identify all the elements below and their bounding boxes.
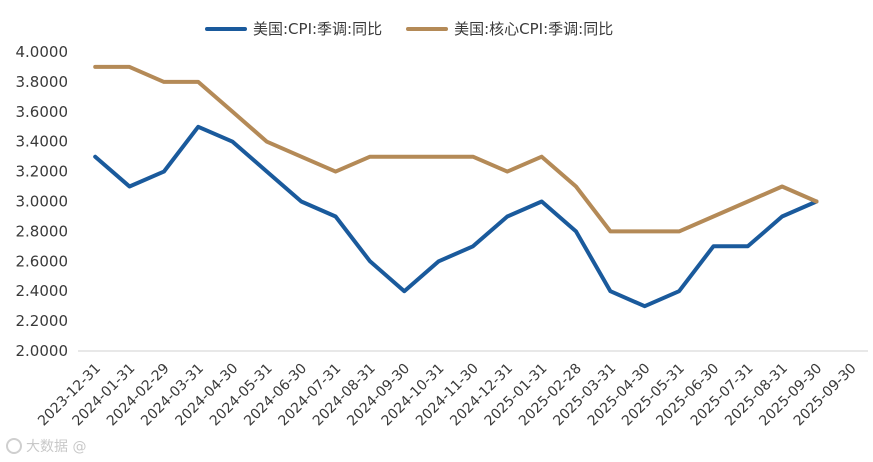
y-tick-label: 3.4000 xyxy=(16,133,69,151)
series-line-cpi xyxy=(93,124,819,309)
y-tick-label: 2.4000 xyxy=(16,282,69,300)
legend-item-cpi: 美国:CPI:季调:同比 xyxy=(205,18,382,39)
y-tick-label: 3.6000 xyxy=(16,103,69,121)
legend-swatch-core-cpi xyxy=(406,26,449,31)
legend: 美国:CPI:季调:同比 美国:核心CPI:季调:同比 xyxy=(205,18,613,39)
legend-label-cpi: 美国:CPI:季调:同比 xyxy=(253,20,383,38)
watermark: 大数据 @ xyxy=(6,436,86,456)
watermark-text: 大数据 @ xyxy=(26,439,87,455)
y-tick-label: 3.0000 xyxy=(16,193,69,211)
y-tick-label: 2.6000 xyxy=(16,252,69,270)
y-tick-label: 3.2000 xyxy=(16,163,69,181)
legend-label-core-cpi: 美国:核心CPI:季调:同比 xyxy=(454,20,614,38)
y-tick-label: 2.8000 xyxy=(16,222,69,240)
watermark-icon xyxy=(6,438,22,454)
legend-item-core-cpi: 美国:核心CPI:季调:同比 xyxy=(406,18,613,39)
series-line-core-cpi xyxy=(93,64,819,234)
y-tick-label: 2.0000 xyxy=(16,342,69,360)
y-tick-label: 3.8000 xyxy=(16,73,69,91)
y-tick-label: 2.2000 xyxy=(16,312,69,330)
legend-swatch-cpi xyxy=(205,26,247,31)
y-tick-label: 4.0000 xyxy=(16,43,69,61)
